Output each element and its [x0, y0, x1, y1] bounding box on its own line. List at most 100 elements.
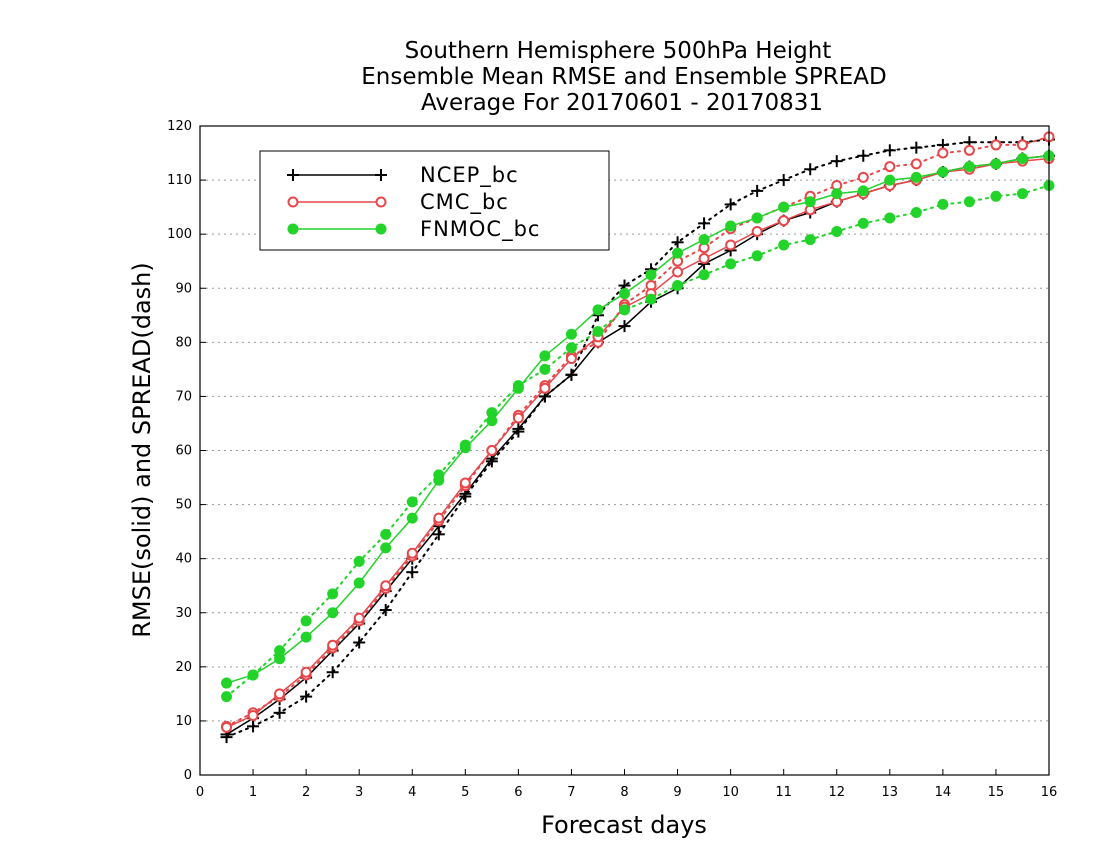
fnmoc-bc-spread-point [884, 212, 896, 224]
legend-box [259, 150, 610, 251]
fnmoc-bc-rmse-point [804, 196, 816, 208]
cmc-bc-rmse-point [247, 710, 259, 722]
legend-marker [287, 169, 299, 181]
fnmoc-bc-rmse-point [380, 542, 392, 554]
fnmoc-bc-spread-point [380, 528, 392, 540]
fnmoc-bc-rmse-point [406, 512, 418, 524]
fnmoc-bc-spread-point [592, 326, 604, 338]
ncep-bc-spread-point [406, 566, 419, 579]
y-tick-label: 40 [175, 552, 192, 567]
cmc-bc-rmse-point [512, 412, 524, 424]
ncep-bc-spread-point [273, 706, 286, 719]
fnmoc-bc-spread-point [804, 234, 816, 246]
x-tick-label: 6 [514, 785, 522, 800]
fnmoc-bc-rmse-point [592, 304, 604, 316]
legend-entry-fnmoc-bc: FNMOC_bc [287, 217, 540, 242]
fnmoc-bc-spread-point [1016, 188, 1028, 200]
fnmoc-bc-rmse-point [274, 653, 286, 665]
fnmoc-bc-rmse-point [619, 288, 630, 300]
legend-label: NCEP_bc [420, 163, 519, 188]
fnmoc-bc-rmse-point [327, 607, 339, 619]
cmc-bc-rmse-point [486, 445, 498, 456]
x-tick-label: 15 [988, 785, 1005, 800]
y-tick-label: 110 [167, 173, 192, 188]
fnmoc-bc-rmse-point [512, 382, 524, 394]
fnmoc-bc-rmse-point [725, 220, 737, 232]
cmc-bc-spread-point [884, 161, 896, 173]
fnmoc-bc-rmse-point [645, 269, 657, 281]
legend-entry-ncep-bc: NCEP_bc [287, 163, 519, 188]
fnmoc-bc-spread-point [778, 239, 790, 251]
chart-title: Southern Hemisphere 500hPa Height Ensemb… [361, 38, 886, 116]
title-line-3: Average For 20170601 - 20170831 [421, 90, 823, 116]
fnmoc-bc-rmse-point [857, 185, 869, 197]
x-axis-label: Forecast days [541, 811, 707, 839]
x-tick-label: 0 [196, 785, 204, 800]
fnmoc-bc-rmse-point [1016, 152, 1028, 164]
fnmoc-bc-spread-point [221, 691, 233, 703]
y-tick-label: 50 [175, 498, 192, 513]
fnmoc-bc-spread-point [619, 304, 630, 316]
cmc-bc-rmse-point [539, 382, 551, 394]
fnmoc-bc-spread-point [539, 363, 551, 375]
title-line-1: Southern Hemisphere 500hPa Height [405, 38, 832, 64]
cmc-bc-spread-point [910, 158, 922, 170]
fnmoc-bc-rmse-point [672, 247, 684, 259]
fnmoc-bc-rmse-point [990, 158, 1002, 170]
y-tick-label: 10 [175, 714, 192, 729]
fnmoc-bc-rmse-point [300, 631, 312, 643]
cmc-bc-rmse-point [221, 721, 233, 733]
legend-label: FNMOC_bc [420, 217, 540, 242]
fnmoc-bc-rmse-point [751, 212, 763, 224]
fnmoc-bc-spread-point [645, 293, 657, 305]
cmc-bc-spread-point [937, 147, 949, 159]
y-tick-labels: 0 10 20 30 40 50 60 70 80 90 100 110 120 [167, 119, 192, 783]
cmc-bc-rmse-point [565, 353, 577, 365]
ncep-bc-rmse-point [565, 368, 578, 381]
fnmoc-bc-rmse-point [963, 161, 975, 173]
legend-marker [287, 223, 299, 235]
fnmoc-bc-spread-point [327, 588, 339, 600]
legend-marker [375, 196, 387, 208]
cmc-bc-rmse-point [274, 688, 286, 700]
series-fnmoc-bc [221, 150, 1055, 703]
fnmoc-bc-rmse-point [247, 669, 259, 681]
cmc-bc-rmse-point [459, 477, 471, 489]
cmc-bc-spread-point [1016, 139, 1028, 151]
y-tick-label: 100 [167, 227, 192, 242]
fnmoc-bc-rmse-point [486, 415, 498, 427]
cmc-bc-rmse-point [300, 666, 312, 678]
ncep-bc-spread-point [379, 604, 392, 617]
fnmoc-bc-spread-point [751, 250, 763, 262]
x-tick-label: 2 [302, 785, 310, 800]
fnmoc-bc-spread-line [225, 184, 1050, 698]
fnmoc-bc-rmse-point [353, 577, 365, 589]
y-tick-label: 80 [175, 335, 192, 350]
legend-label: CMC_bc [420, 190, 509, 215]
fnmoc-bc-rmse-point [937, 166, 949, 178]
x-tick-label: 5 [461, 785, 469, 800]
cmc-bc-spread-point [857, 171, 869, 183]
x-tick-label: 4 [408, 785, 416, 800]
cmc-bc-rmse-point [433, 512, 445, 524]
x-tick-label: 11 [775, 785, 792, 800]
fnmoc-bc-rmse-point [910, 171, 922, 183]
legend-entry-cmc-bc: CMC_bc [287, 190, 509, 215]
fnmoc-bc-spread-point [698, 269, 710, 281]
y-tick-label: 30 [175, 606, 192, 621]
x-tick-label: 9 [673, 785, 681, 800]
fnmoc-bc-rmse-point [778, 201, 790, 213]
y-tick-label: 120 [167, 119, 192, 134]
ncep-bc-spread-point [671, 236, 684, 249]
x-tick-label: 7 [567, 785, 575, 800]
fnmoc-bc-spread-point [725, 258, 737, 270]
fnmoc-bc-spread-point [672, 280, 684, 292]
cmc-bc-rmse-point [672, 266, 684, 278]
y-axis-label: RMSE(solid) and SPREAD(dash) [128, 262, 156, 638]
fnmoc-bc-spread-point [406, 496, 418, 508]
cmc-bc-rmse-point [406, 547, 418, 559]
ncep-bc-spread-point [857, 149, 870, 162]
y-tick-label: 90 [175, 281, 192, 296]
